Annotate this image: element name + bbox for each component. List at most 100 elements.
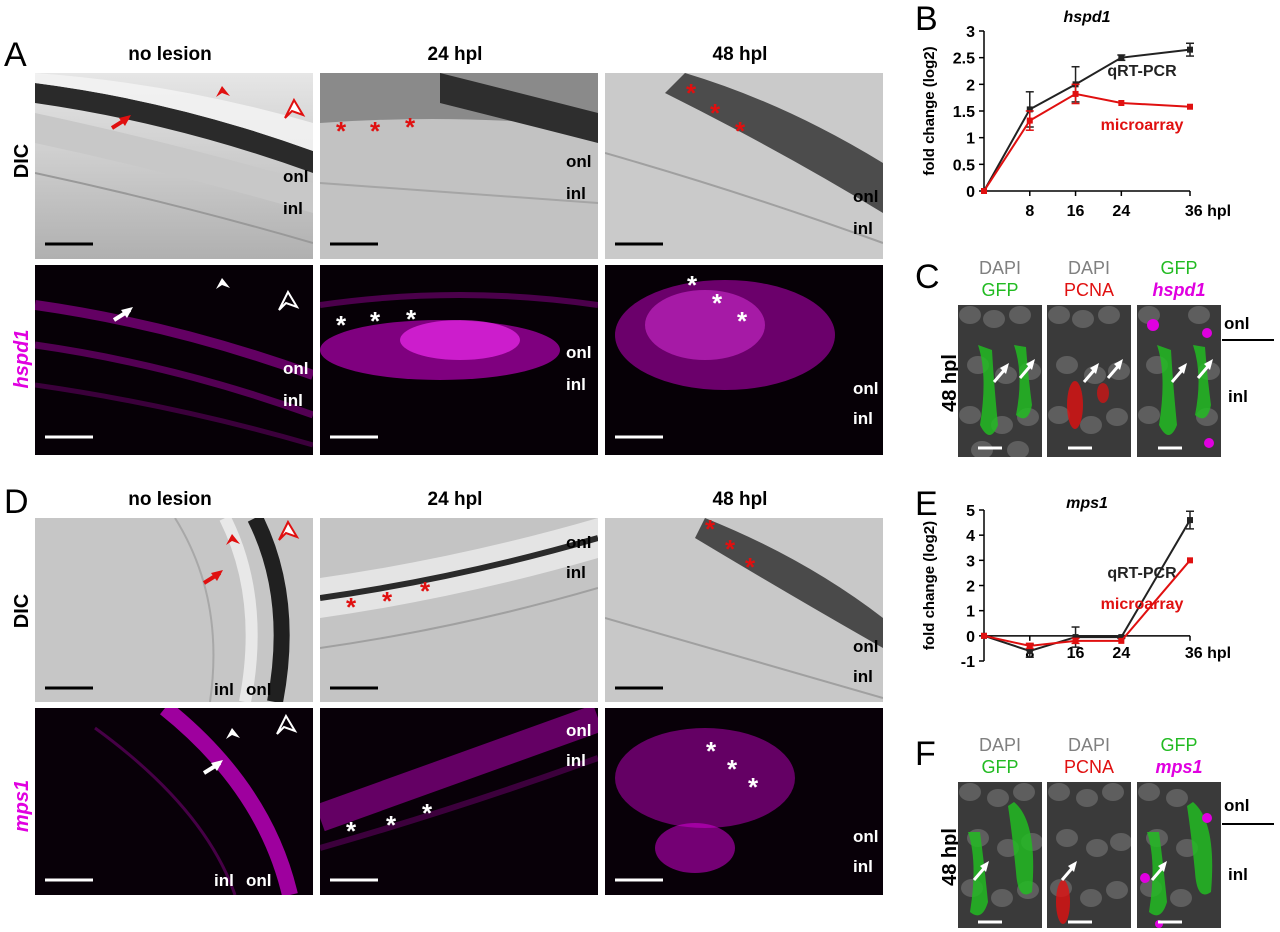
panel-label-a: A <box>4 36 27 74</box>
panel-f-onl: onl <box>1224 796 1250 815</box>
layer-inl-a4: inl <box>283 391 303 410</box>
image-a-hspd1-no-lesion <box>35 265 313 455</box>
image-a-hspd1-48hpl <box>605 265 883 455</box>
image-d-mps1-48hpl <box>605 708 883 895</box>
panel-f-header-2-top: DAPI <box>1067 735 1110 755</box>
panel-f-header-3-bottom: mps1 <box>1155 757 1203 777</box>
row-label-mps1: mps1 <box>11 779 33 833</box>
asterisk-mark: * <box>686 78 697 108</box>
asterisk-mark: * <box>370 116 381 146</box>
chart-title: mps1 <box>1066 495 1108 512</box>
y-tick-label: 1 <box>966 131 975 148</box>
layer-inl-d1: inl <box>214 680 234 699</box>
column-title-48hpl: 48 hpl <box>712 44 768 65</box>
data-point <box>981 188 987 194</box>
y-tick-label: 5 <box>966 503 975 520</box>
y-tick-label: 1 <box>966 604 975 621</box>
y-tick-label: 0.5 <box>953 157 975 174</box>
arrow-icon <box>1060 861 1077 881</box>
data-point <box>1118 100 1125 106</box>
asterisk-mark: * <box>406 304 417 334</box>
panel-label-f: F <box>915 735 936 773</box>
x-tick-label: 24 <box>1112 203 1130 220</box>
asterisk-mark: * <box>405 112 416 142</box>
layer-onl-a3: onl <box>853 187 879 206</box>
layer-inl-a5: inl <box>566 375 586 394</box>
data-point <box>1118 54 1125 61</box>
asterisk-mark: * <box>737 306 748 336</box>
arrow-icon <box>1018 359 1035 379</box>
layer-onl-a5: onl <box>566 343 592 362</box>
data-point <box>1072 90 1079 97</box>
image-a-hspd1-24hpl <box>320 265 598 455</box>
panel-label-b: B <box>915 0 938 38</box>
layer-onl-d1: onl <box>246 680 272 699</box>
layer-inl-d3: inl <box>853 667 873 686</box>
column-title-no-lesion: no lesion <box>128 44 212 65</box>
layer-inl-d6: inl <box>853 857 873 876</box>
y-axis-label: fold change (log2) <box>921 46 938 175</box>
panel-f-header-1-bottom: GFP <box>981 757 1019 777</box>
panel-c-header-1-top: DAPI <box>978 258 1021 278</box>
image-a-dic-24hpl <box>320 73 598 259</box>
image-d-mps1-24hpl <box>320 708 598 895</box>
panel-c-header-1-bottom: GFP <box>981 280 1019 300</box>
data-point <box>1026 106 1033 113</box>
asterisk-mark: * <box>748 772 759 802</box>
y-tick-label: 4 <box>966 528 975 545</box>
data-point <box>1072 637 1079 644</box>
asterisk-mark: * <box>735 116 746 146</box>
data-point <box>1026 642 1033 649</box>
x-tick-label: 36 hpl <box>1185 203 1231 220</box>
asterisk-mark: * <box>710 98 721 128</box>
series-line <box>983 519 1191 652</box>
data-point <box>1118 634 1125 641</box>
image-d-dic-no-lesion <box>35 518 313 702</box>
panel-f-overlay <box>972 823 1274 924</box>
data-point <box>1187 46 1193 53</box>
panel-f-header-1-top: DAPI <box>978 735 1021 755</box>
layer-inl-a1: inl <box>283 199 303 218</box>
layer-inl-a3: inl <box>853 219 873 238</box>
data-point <box>1072 634 1079 641</box>
asterisk-mark: * <box>706 736 717 766</box>
chart-title: hspd1 <box>1063 9 1110 26</box>
image-d-mps1-no-lesion <box>35 708 313 895</box>
y-tick-label: 3 <box>966 553 975 570</box>
image-d-dic-24hpl <box>320 518 598 702</box>
layer-inl-d5: inl <box>566 751 586 770</box>
data-point <box>1026 647 1033 654</box>
asterisk-mark: * <box>370 306 381 336</box>
panel-c-header-3-top: GFP <box>1160 258 1198 278</box>
asterisk-mark: * <box>336 310 347 340</box>
x-tick-label: 16 <box>1067 645 1085 662</box>
layer-onl-a4: onl <box>283 359 309 378</box>
layer-inl-d2: inl <box>566 563 586 582</box>
layer-inl-d4: inl <box>214 871 234 890</box>
arrow-icon <box>972 861 989 881</box>
panel-c-onl: onl <box>1224 314 1250 333</box>
column-title-48hpl-2: 48 hpl <box>712 489 768 510</box>
panel-c-header-2-top: DAPI <box>1067 258 1110 278</box>
layer-inl-a6: inl <box>853 409 873 428</box>
image-f-dapi-pcna <box>1047 782 1131 928</box>
row-label-dic: DIC <box>11 143 33 179</box>
panel-c-overlay <box>978 339 1274 450</box>
data-point <box>981 632 987 639</box>
layer-onl-d6: onl <box>853 827 879 846</box>
series-label: microarray <box>1101 596 1184 613</box>
asterisk-mark: * <box>346 816 357 846</box>
x-tick-label: 16 <box>1067 203 1085 220</box>
layer-onl-a1: onl <box>283 167 309 186</box>
asterisk-mark: * <box>422 798 433 828</box>
image-c-gfp-hspd1 <box>1137 305 1221 457</box>
x-tick-label: 36 hpl <box>1185 645 1231 662</box>
column-title-no-lesion-2: no lesion <box>128 489 212 510</box>
asterisk-mark: * <box>386 810 397 840</box>
arrow-icon <box>1196 359 1213 379</box>
panel-f-header-3-top: GFP <box>1160 735 1198 755</box>
panel-c-header-3-bottom: hspd1 <box>1152 280 1206 300</box>
image-a-dic-48hpl <box>605 73 883 259</box>
y-axis-label: fold change (log2) <box>921 521 938 650</box>
